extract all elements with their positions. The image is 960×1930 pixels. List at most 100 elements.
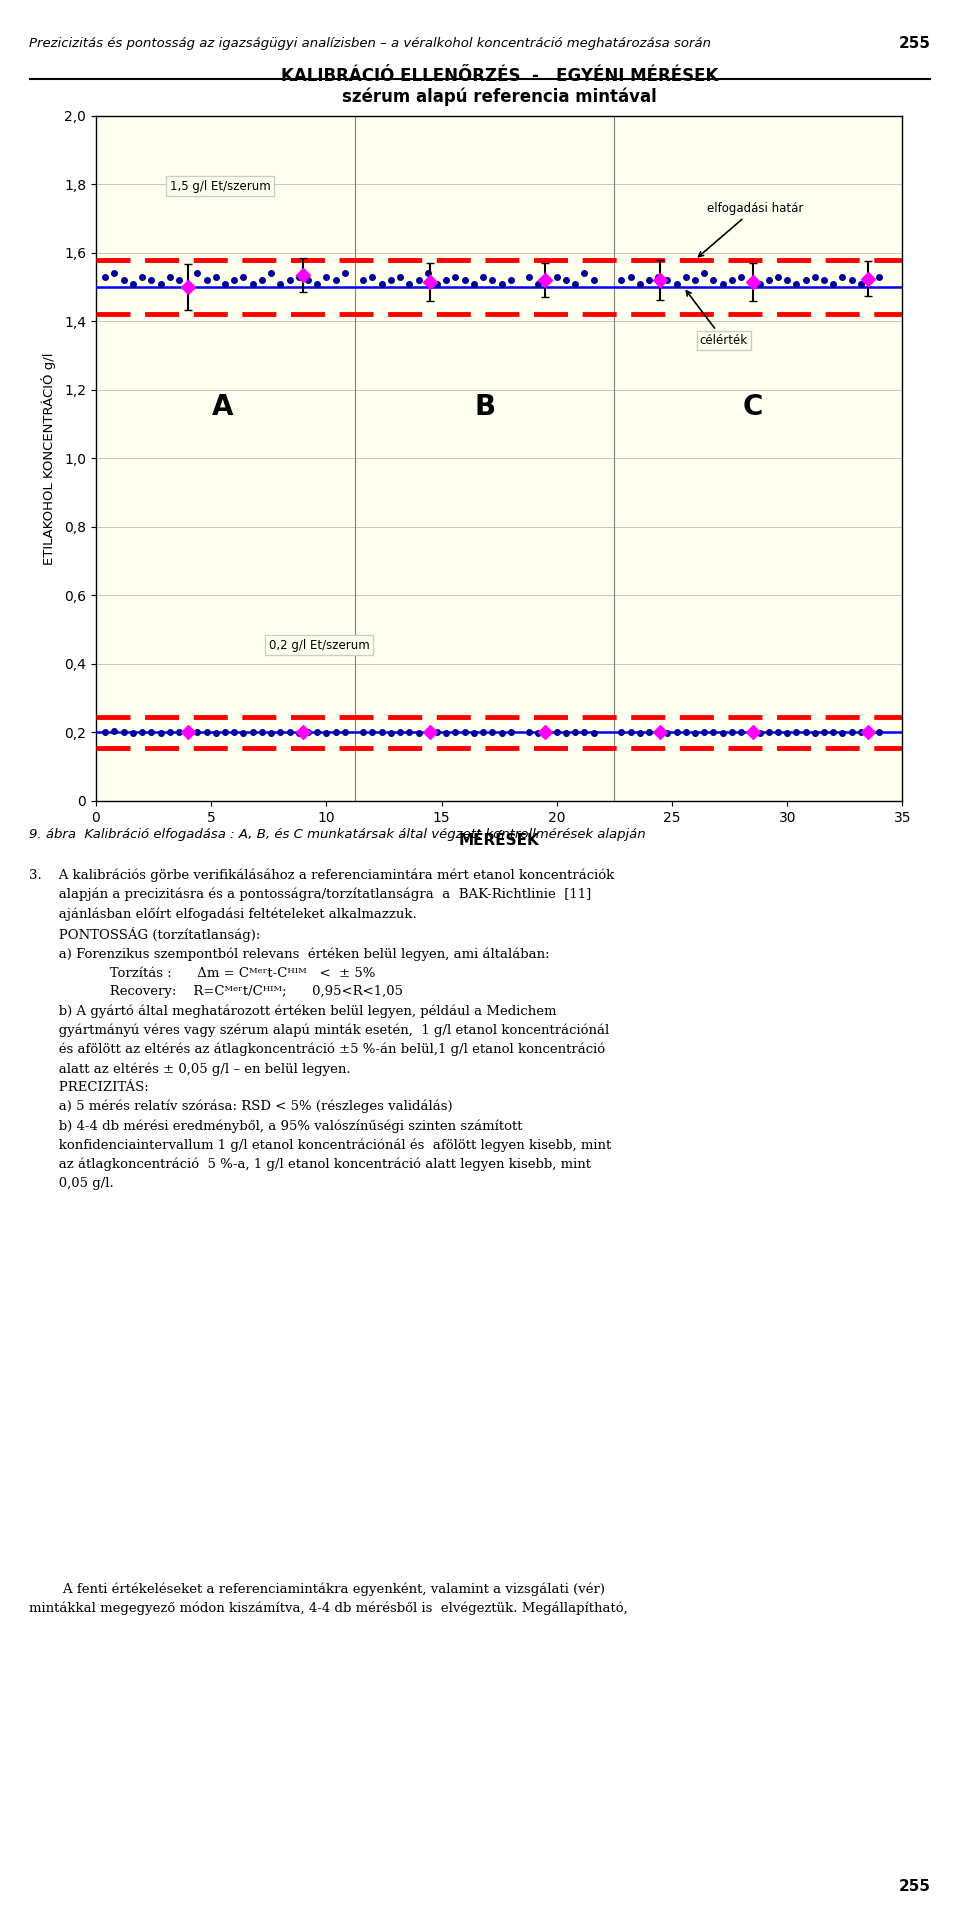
Point bbox=[641, 264, 657, 295]
Point bbox=[171, 716, 186, 747]
Text: A fenti értékeléseket a referenciamintákra egyenként, valamint a vizsgálati (vér: A fenti értékeléseket a referenciaminták… bbox=[29, 1583, 628, 1615]
Point bbox=[826, 716, 841, 747]
Point bbox=[816, 264, 831, 295]
Point bbox=[577, 716, 592, 747]
Point bbox=[208, 261, 224, 291]
Point bbox=[447, 261, 463, 291]
Point bbox=[236, 718, 252, 749]
Point bbox=[780, 718, 795, 749]
Point bbox=[613, 716, 629, 747]
Point bbox=[697, 716, 712, 747]
Point bbox=[429, 716, 444, 747]
Point bbox=[752, 268, 767, 299]
Point bbox=[798, 716, 813, 747]
Point bbox=[420, 259, 436, 290]
Text: C: C bbox=[742, 394, 763, 421]
Point bbox=[613, 264, 629, 295]
Text: 9. ábra  Kalibráció elfogadása : A, B, és C munkatársak által végzett kontrollmé: 9. ábra Kalibráció elfogadása : A, B, és… bbox=[29, 828, 645, 841]
Point bbox=[263, 718, 278, 749]
Point bbox=[282, 264, 298, 295]
Point bbox=[835, 718, 851, 749]
Point bbox=[162, 261, 178, 291]
Point bbox=[745, 716, 760, 747]
Point bbox=[365, 716, 380, 747]
Point bbox=[328, 264, 344, 295]
Point bbox=[540, 716, 555, 747]
Point bbox=[144, 264, 159, 295]
Point bbox=[872, 716, 887, 747]
Point bbox=[538, 716, 553, 747]
Point bbox=[807, 718, 823, 749]
Point bbox=[687, 264, 703, 295]
Point bbox=[752, 718, 767, 749]
Point bbox=[296, 716, 311, 747]
Point bbox=[503, 264, 518, 295]
Point bbox=[190, 716, 205, 747]
Point bbox=[678, 716, 693, 747]
Point bbox=[475, 716, 491, 747]
Point bbox=[199, 716, 214, 747]
Point bbox=[761, 264, 777, 295]
Point bbox=[724, 716, 739, 747]
Point bbox=[770, 716, 785, 747]
Point bbox=[291, 718, 306, 749]
Point bbox=[447, 716, 463, 747]
Point bbox=[125, 718, 140, 749]
Point bbox=[374, 716, 390, 747]
Text: 255: 255 bbox=[900, 37, 931, 50]
Point bbox=[623, 716, 638, 747]
Point bbox=[300, 716, 316, 747]
Point bbox=[254, 264, 270, 295]
Point bbox=[559, 264, 574, 295]
Point bbox=[669, 716, 684, 747]
Point bbox=[107, 716, 122, 747]
Point bbox=[706, 716, 721, 747]
Point bbox=[549, 716, 564, 747]
Point bbox=[411, 264, 426, 295]
Point bbox=[549, 261, 564, 291]
Point bbox=[706, 264, 721, 295]
Point bbox=[355, 716, 371, 747]
X-axis label: MÉRÉSEK: MÉRÉSEK bbox=[459, 834, 540, 847]
Text: célérték: célérték bbox=[686, 291, 748, 347]
Point bbox=[383, 264, 398, 295]
Point bbox=[245, 268, 260, 299]
Point bbox=[162, 716, 178, 747]
Point bbox=[641, 716, 657, 747]
Point bbox=[245, 716, 260, 747]
Point bbox=[724, 264, 739, 295]
Point bbox=[697, 259, 712, 290]
Point bbox=[816, 716, 831, 747]
Point bbox=[144, 716, 159, 747]
Point bbox=[227, 264, 242, 295]
Title: KALIBRÁCIÓ ELLENŐRZÉS  -   EGYÉNI MÉRÉSEK
szérum alapú referencia mintával: KALIBRÁCIÓ ELLENŐRZÉS - EGYÉNI MÉRÉSEK s… bbox=[280, 66, 718, 106]
Point bbox=[263, 259, 278, 290]
Point bbox=[687, 718, 703, 749]
Point bbox=[780, 264, 795, 295]
Point bbox=[493, 718, 509, 749]
Point bbox=[660, 718, 675, 749]
Point bbox=[531, 268, 546, 299]
Point bbox=[844, 264, 859, 295]
Point bbox=[467, 718, 482, 749]
Point bbox=[485, 264, 500, 295]
Point bbox=[761, 716, 777, 747]
Point bbox=[733, 716, 749, 747]
Point bbox=[282, 716, 298, 747]
Point bbox=[844, 716, 859, 747]
Point bbox=[227, 716, 242, 747]
Text: elfogadási határ: elfogadási határ bbox=[699, 203, 803, 257]
Text: Prezicizitás és pontosság az igazságügyi analízisben – a véralkohol koncentráció: Prezicizitás és pontosság az igazságügyi… bbox=[29, 37, 710, 50]
Text: 1,5 g/l Et/szerum: 1,5 g/l Et/szerum bbox=[170, 179, 271, 193]
Point bbox=[98, 716, 113, 747]
Point bbox=[217, 268, 232, 299]
Text: B: B bbox=[475, 394, 496, 421]
Text: A: A bbox=[212, 394, 233, 421]
Point bbox=[401, 716, 417, 747]
Point bbox=[559, 718, 574, 749]
Point bbox=[319, 718, 334, 749]
Point bbox=[134, 261, 150, 291]
Point bbox=[319, 261, 334, 291]
Point bbox=[467, 268, 482, 299]
Point bbox=[669, 268, 684, 299]
